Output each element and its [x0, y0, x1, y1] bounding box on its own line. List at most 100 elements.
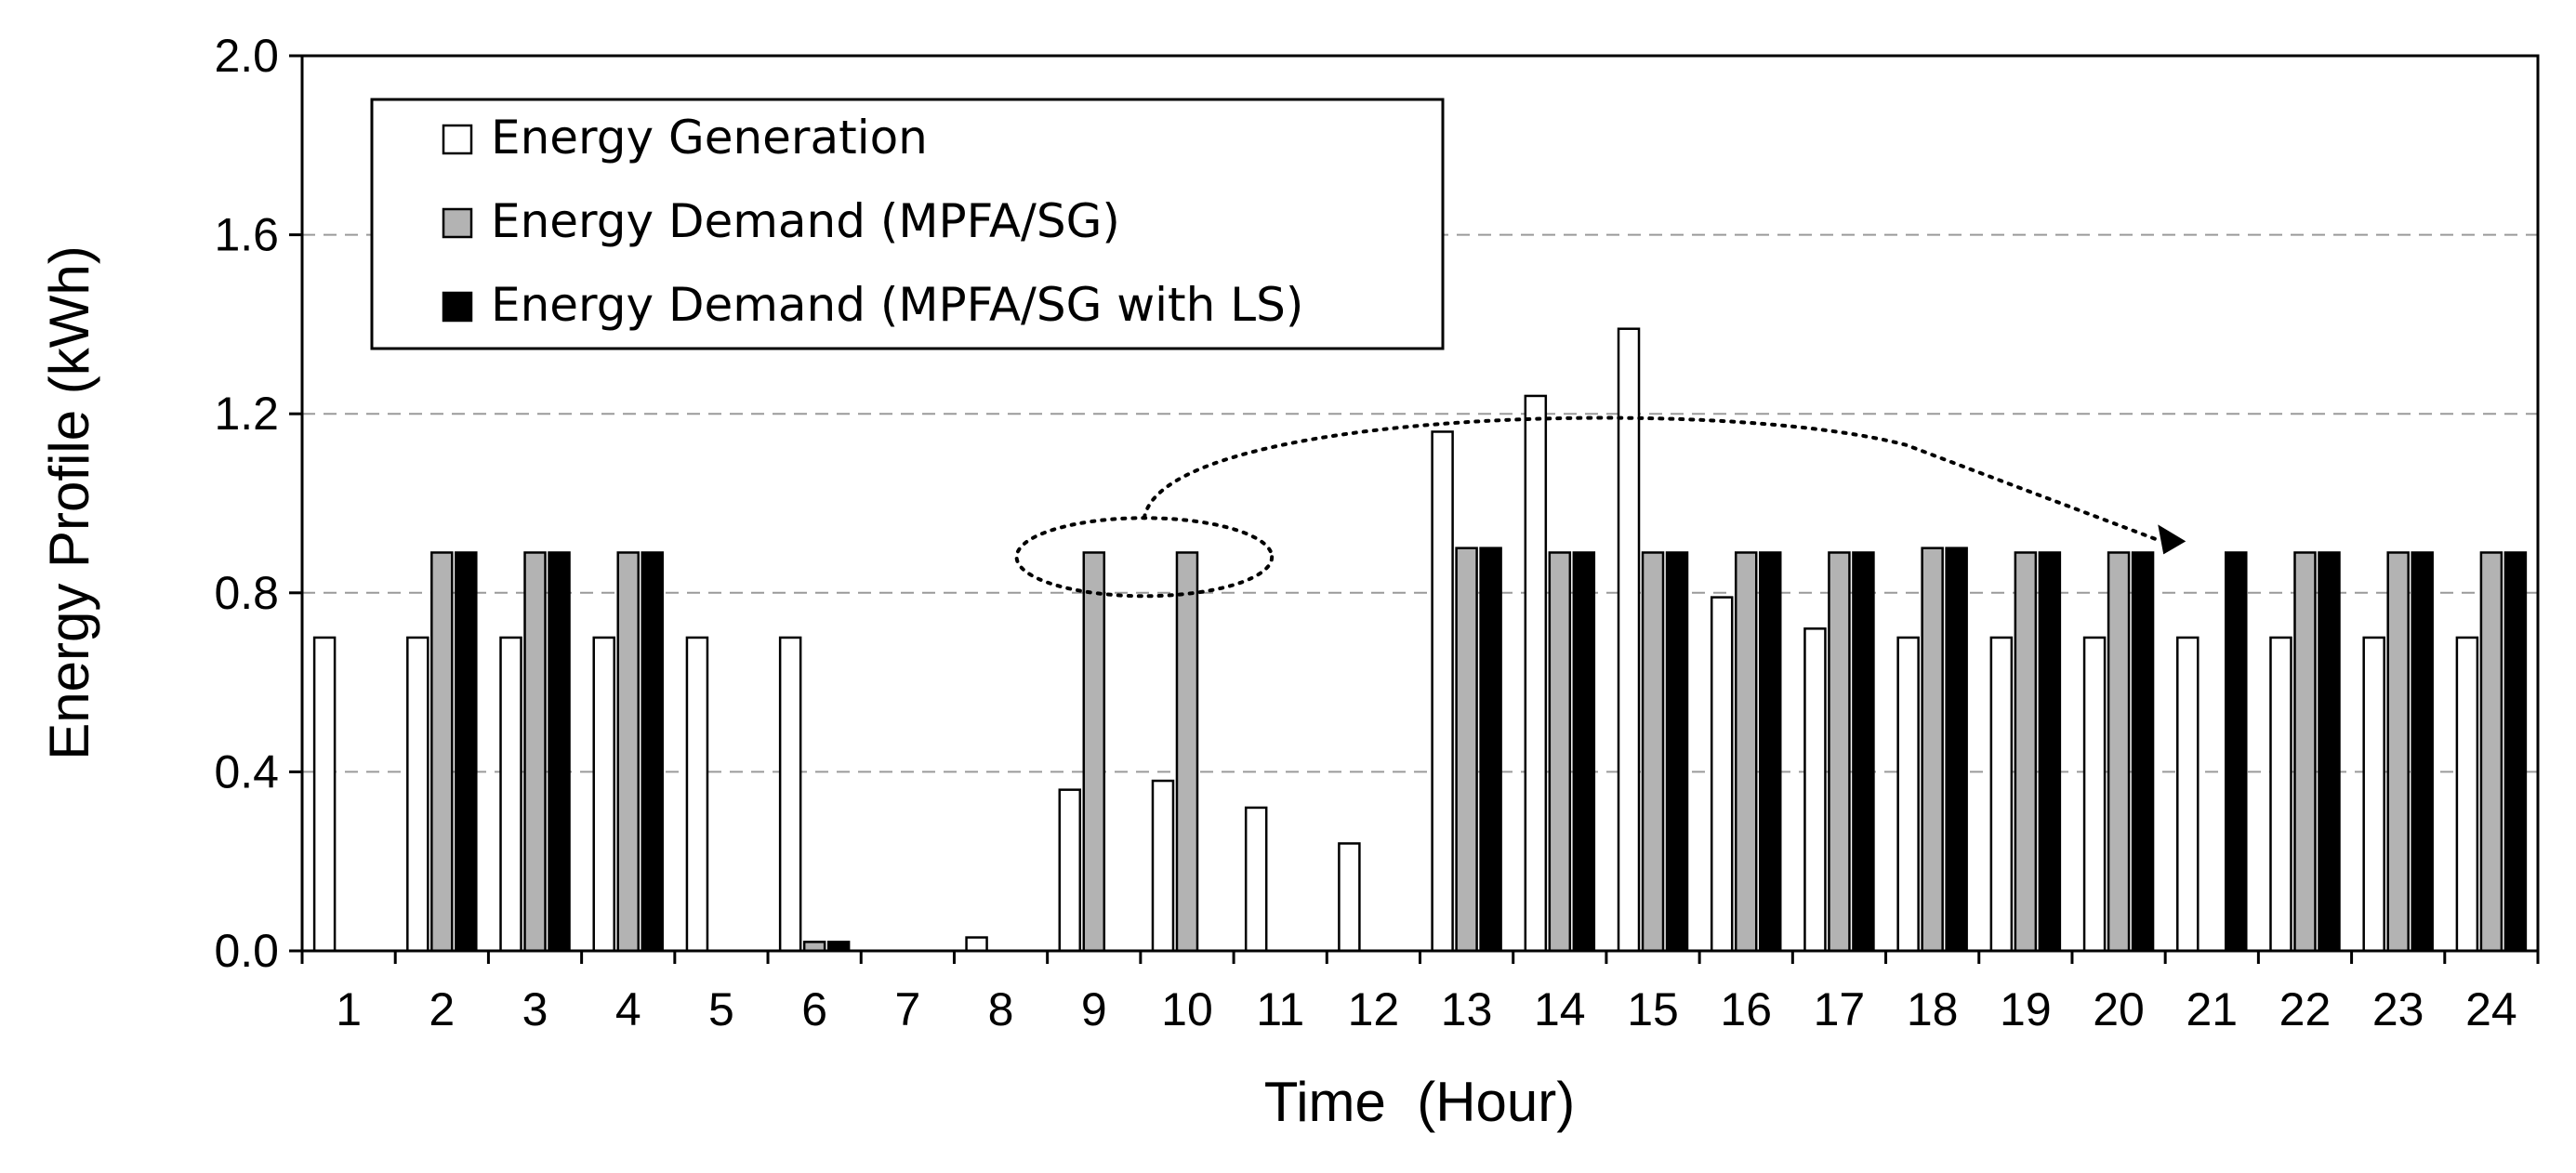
- bar-series-0-hour-21: [2176, 636, 2200, 953]
- bar-series-0-hour-3: [499, 636, 522, 953]
- bar-series-0-hour-8: [965, 936, 988, 953]
- y-axis-title: Energy Profile (kWh): [38, 245, 100, 759]
- y-tick-label: 1.2: [214, 388, 279, 440]
- bar-series-2-hour-4: [641, 551, 664, 953]
- x-tick-label: 13: [1441, 983, 1493, 1035]
- bar-series-1-hour-15: [1641, 551, 1665, 953]
- bar-series-2-hour-19: [2038, 551, 2062, 953]
- bar-series-2-hour-3: [548, 551, 571, 953]
- load-shift-arrow: [1142, 415, 2164, 544]
- x-tick-label: 4: [615, 983, 641, 1035]
- x-tick-label: 12: [1348, 983, 1400, 1035]
- legend-label-0: Energy Generation: [491, 111, 928, 165]
- bar-series-1-hour-13: [1455, 547, 1478, 953]
- bar-series-2-hour-13: [1479, 547, 1502, 953]
- bar-series-1-hour-3: [523, 551, 547, 953]
- bar-series-2-hour-15: [1665, 551, 1689, 953]
- bar-series-1-hour-10: [1175, 551, 1199, 953]
- x-tick-label: 9: [1081, 983, 1107, 1035]
- bar-series-0-hour-23: [2362, 636, 2385, 953]
- x-tick-label: 22: [2279, 983, 2332, 1035]
- bar-series-0-hour-19: [1989, 636, 2014, 953]
- x-tick-label: 15: [1627, 983, 1679, 1035]
- x-tick-label: 20: [2093, 983, 2145, 1035]
- legend-box: [370, 98, 1445, 350]
- shift-source-ellipse: [1014, 516, 1275, 599]
- bar-series-0-hour-5: [685, 636, 709, 953]
- bar-series-2-hour-16: [1758, 551, 1782, 953]
- annotations: [1014, 415, 2186, 599]
- y-tick-label: 2.0: [214, 30, 279, 82]
- bar-series-1-hour-4: [616, 551, 640, 953]
- legend-swatch-0: [442, 124, 473, 155]
- bar-series-0-hour-13: [1431, 430, 1454, 953]
- bar-series-2-hour-14: [1572, 551, 1596, 953]
- y-tick-label: 0.4: [214, 745, 279, 797]
- bar-series-0-hour-6: [778, 636, 802, 953]
- x-tick-label: 24: [2465, 983, 2517, 1035]
- legend-swatch-2: [442, 291, 473, 323]
- bar-series-1-hour-23: [2386, 551, 2410, 953]
- x-tick-label: 23: [2372, 983, 2424, 1035]
- x-tick-label: 14: [1534, 983, 1586, 1035]
- x-tick-label: 3: [522, 983, 548, 1035]
- x-tick-label: 21: [2186, 983, 2238, 1035]
- bar-series-0-hour-4: [592, 636, 615, 953]
- x-axis: 1 2 3 4 5 6 7 8 9 10 11 12 13 14 15 16 17 18 19 20 21 22 23 24: [300, 951, 2540, 1035]
- x-tick-label: 8: [988, 983, 1014, 1035]
- bar-series-0-hour-22: [2269, 636, 2292, 953]
- bar-series-0-hour-14: [1524, 394, 1548, 953]
- bar-series-0-hour-17: [1803, 627, 1827, 953]
- bar-series-2-hour-20: [2131, 551, 2155, 953]
- bar-series-0-hour-11: [1244, 806, 1268, 953]
- bar-series-2-hour-18: [1945, 547, 1968, 953]
- bar-series-2-hour-22: [2318, 551, 2341, 953]
- legend-swatch-1: [442, 207, 473, 239]
- bar-series-2-hour-23: [2411, 551, 2434, 953]
- x-tick-label: 18: [1907, 983, 1959, 1035]
- x-tick-label: 2: [429, 983, 455, 1035]
- x-tick-label: 1: [336, 983, 362, 1035]
- x-tick-label: 5: [708, 983, 734, 1035]
- x-axis-title: Time (Hour): [1264, 1071, 1575, 1133]
- y-tick-label: 0.0: [214, 925, 279, 977]
- bar-series-1-hour-19: [2014, 551, 2038, 953]
- bar-series-0-hour-9: [1058, 788, 1082, 953]
- x-tick-label: 7: [894, 983, 920, 1035]
- bar-series-0-hour-12: [1338, 842, 1361, 953]
- bar-series-2-hour-24: [2503, 551, 2528, 953]
- bar-series-1-hour-16: [1734, 551, 1758, 953]
- legend: Energy Generation Energy Demand (MPFA/SG)…: [370, 98, 1445, 350]
- x-tick-label: 11: [1256, 983, 1304, 1035]
- bar-series-1-hour-2: [430, 551, 454, 953]
- load-shift-arrowhead: [2158, 524, 2186, 555]
- bar-series-2-hour-2: [455, 551, 478, 953]
- y-axis: 0.0 0.4 0.8 1.2 1.6 2.0: [214, 30, 302, 977]
- bar-series-0-hour-20: [2082, 636, 2107, 953]
- bar-series-1-hour-9: [1082, 551, 1106, 953]
- x-tick-label: 17: [1814, 983, 1866, 1035]
- bar-series-0-hour-2: [406, 636, 429, 953]
- bar-series-2-hour-21: [2225, 551, 2248, 953]
- y-tick-label: 0.8: [214, 567, 279, 619]
- y-tick-label: 1.6: [214, 209, 279, 261]
- bar-series-1-hour-22: [2293, 551, 2317, 953]
- bar-series-1-hour-17: [1828, 551, 1851, 953]
- bar-series-1-hour-24: [2479, 551, 2503, 953]
- legend-label-2: Energy Demand (MPFA/SG with LS): [491, 278, 1303, 332]
- x-tick-label: 10: [1161, 983, 1213, 1035]
- bar-series-0-hour-10: [1151, 779, 1175, 953]
- bar-series-0-hour-24: [2455, 636, 2479, 953]
- bar-series-0-hour-18: [1896, 636, 1920, 953]
- bar-series-1-hour-14: [1548, 551, 1572, 953]
- bars: [312, 327, 2528, 953]
- bar-series-2-hour-17: [1852, 551, 1875, 953]
- legend-label-1: Energy Demand (MPFA/SG): [491, 194, 1120, 248]
- bar-series-1-hour-18: [1921, 547, 1944, 953]
- x-tick-label: 6: [801, 983, 827, 1035]
- bar-series-1-hour-20: [2107, 551, 2131, 953]
- bar-series-0-hour-15: [1617, 327, 1641, 953]
- x-tick-label: 19: [2000, 983, 2052, 1035]
- bar-series-0-hour-1: [312, 636, 337, 953]
